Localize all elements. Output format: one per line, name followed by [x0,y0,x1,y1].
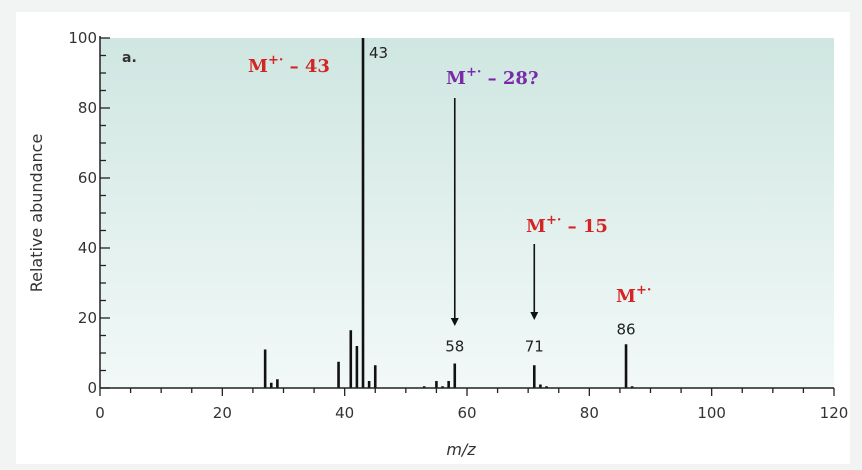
peak-label: 58 [445,338,464,356]
x-axis-title: m/z [446,440,476,459]
figure-frame: 0 20 40 60 80 100 120 0 20 40 60 80 100 43 58 71 86 M+·… [16,12,850,464]
peak-label: 71 [525,337,544,355]
fragment-annotation: M+· [616,283,651,307]
y-tick-label: 20 [78,309,97,327]
fragment-annotation: M+· – 28? [446,65,539,89]
plot-background [100,38,834,388]
x-tick-label: 120 [820,404,849,422]
x-tick-label: 60 [457,404,476,422]
y-tick-label: 0 [87,379,97,397]
panel-label: a. [122,50,137,66]
x-tick-label: 80 [580,404,599,422]
axes: 0 20 40 60 80 100 120 0 20 40 60 80 100 [68,29,848,422]
peak-label: 43 [369,44,388,62]
peak-label: 86 [616,320,635,338]
fragment-annotation: M+· – 43 [248,53,330,77]
annotation-arrowhead [530,312,539,320]
x-tick-label: 100 [697,404,726,422]
y-tick-label: 40 [78,239,97,257]
x-tick-label: 20 [213,404,232,422]
peak-labels: 43 58 71 86 [369,44,636,356]
x-tick-label: 0 [95,404,105,422]
mass-spectrum-chart: 0 20 40 60 80 100 120 0 20 40 60 80 100 43 58 71 86 M+·… [27,29,848,459]
y-axis-title: Relative abundance [27,134,46,293]
x-tick-label: 40 [335,404,354,422]
fragment-annotation: M+· – 15 [526,213,608,237]
y-tick-label: 100 [68,29,97,47]
peak-bars [263,38,634,388]
annotation-arrowhead [450,318,459,326]
y-tick-label: 80 [78,99,97,117]
annotations: M+· – 43 M+· – 28? M+· – 15 M+· [248,53,651,326]
y-tick-label: 60 [78,169,97,187]
